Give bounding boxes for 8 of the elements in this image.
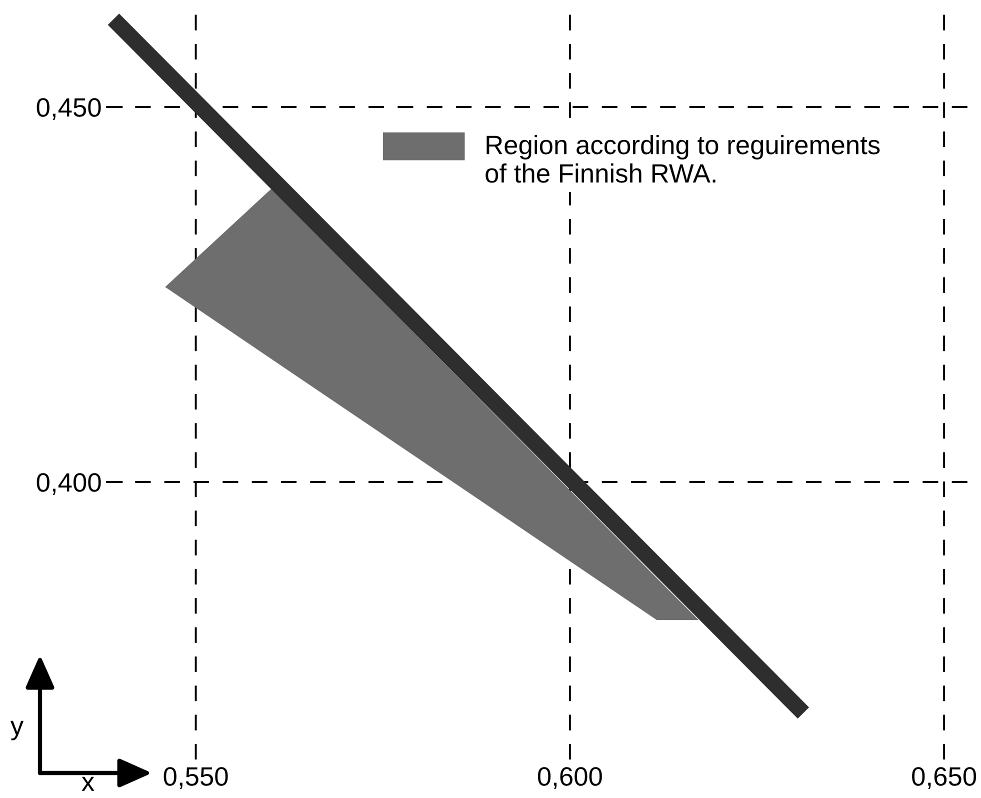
y-tick-label: 0,450: [36, 98, 101, 120]
y-tick-label: 0,400: [36, 473, 101, 495]
x-tick-label: 0,550: [164, 767, 228, 789]
x-axis-title: x: [82, 776, 94, 791]
x-tick-label: 0,650: [912, 767, 976, 789]
y-axis-title: y: [10, 720, 24, 740]
x-tick-label: 0,600: [538, 767, 602, 789]
legend-label: Region according to reguirements of the Finnish RWA.: [486, 134, 880, 183]
